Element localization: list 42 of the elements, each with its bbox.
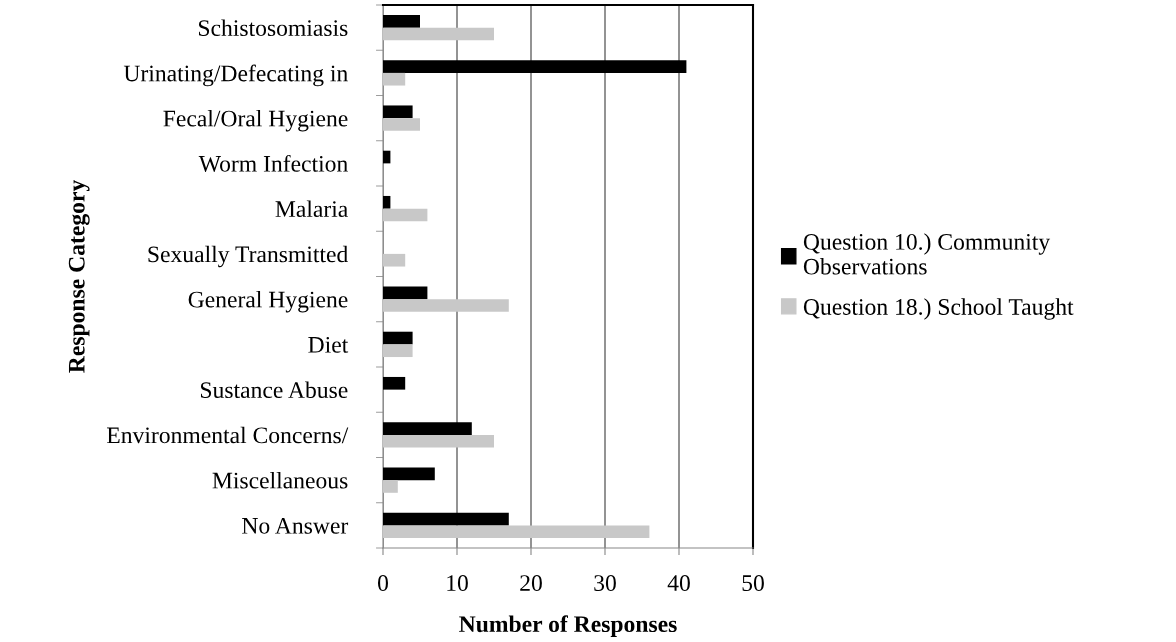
y-tick-label: No Answer	[242, 517, 349, 534]
y-tick-label: Schistosomiasis	[198, 19, 348, 37]
bar	[383, 344, 413, 358]
bar	[383, 14, 420, 28]
bar	[383, 286, 428, 300]
bar	[383, 105, 413, 119]
x-tick-label: 0	[378, 575, 388, 592]
bar	[383, 525, 650, 539]
bar	[383, 27, 494, 41]
y-tick-label: Urinating/Defecating in	[123, 64, 348, 87]
bar	[383, 422, 472, 435]
y-tick-label: Sustance Abuse	[200, 381, 348, 399]
x-tick-label: 40	[667, 575, 690, 592]
x-tick-label: 50	[742, 575, 764, 592]
bar	[383, 512, 509, 526]
bar	[383, 331, 413, 345]
x-tick-label: 10	[447, 575, 468, 592]
x-tick-label: 30	[594, 575, 616, 592]
legend-label: Question 18.) School Taught	[803, 298, 1074, 320]
bar	[383, 376, 406, 390]
bar	[383, 434, 494, 448]
y-tick-label: Diet	[308, 336, 349, 353]
y-tick-label: Worm Infection	[198, 154, 348, 172]
y-axis-title: Response Category	[68, 180, 90, 373]
bar	[383, 118, 420, 131]
y-tick-label: Malaria	[275, 200, 348, 218]
y-tick-label: Miscellaneous	[212, 471, 348, 489]
bar	[383, 299, 509, 312]
y-tick-label: Environmental Concerns/	[107, 426, 349, 444]
bar	[383, 208, 428, 222]
x-tick-label: 20	[520, 575, 542, 592]
bar	[383, 467, 435, 481]
y-tick-label: Sexually Transmitted	[148, 245, 348, 268]
bar	[383, 72, 406, 86]
bar	[383, 480, 398, 493]
y-tick-label: Fecal/Oral Hygiene	[163, 109, 348, 132]
y-tick-label: General Hygiene	[188, 290, 348, 313]
bar	[383, 253, 406, 267]
legend-label: Question 10.) Community Observations	[803, 233, 1051, 275]
bar	[383, 60, 687, 73]
bar	[383, 195, 391, 209]
x-axis-title: Number of Responses	[459, 615, 677, 637]
